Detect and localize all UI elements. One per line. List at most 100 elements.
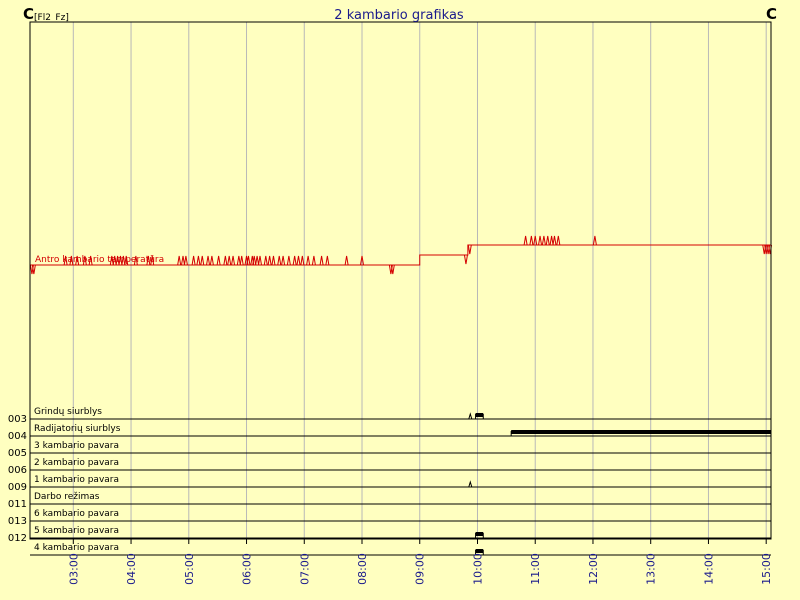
x-tick-label-1200: 12:00 bbox=[587, 553, 600, 585]
x-axis: 03:00 04:00 05:00 06:00 07:00 08:00 09:00 10:00… bbox=[67, 539, 773, 585]
digital-channel-code: 009 bbox=[8, 482, 27, 493]
temperature-spike bbox=[133, 255, 138, 266]
temperature-spike bbox=[209, 255, 214, 266]
digital-channel-code: 004 bbox=[8, 431, 27, 442]
temperature-spike bbox=[150, 255, 155, 266]
plot-frame bbox=[29, 21, 772, 540]
x-tick-label-1300: 13:00 bbox=[645, 553, 658, 585]
temperature-spike bbox=[549, 235, 554, 246]
analog-series: Antro kambario temperatūra bbox=[29, 235, 773, 275]
temperature-spike bbox=[252, 255, 257, 266]
temperature-spike bbox=[88, 255, 93, 266]
digital-channel-code: 006 bbox=[8, 465, 27, 476]
digital-channel-name: 2 kambario pavara bbox=[34, 458, 119, 468]
temperature-spike bbox=[311, 255, 316, 266]
series-label-temperature: Antro kambario temperatūra bbox=[35, 255, 164, 265]
x-tick-label-1500: 15:00 bbox=[760, 553, 773, 585]
temperature-dip bbox=[390, 264, 395, 275]
series-temperature: Antro kambario temperatūra bbox=[29, 235, 773, 275]
digital-channel-code: 003 bbox=[8, 414, 27, 425]
x-tick-label-0700: 07:00 bbox=[298, 553, 311, 585]
temperature-dip bbox=[467, 244, 472, 255]
digital-on-interval bbox=[511, 430, 771, 434]
temperature-spike bbox=[115, 255, 120, 266]
digital-channel-012: 5 kambario pavara 012 bbox=[8, 526, 771, 544]
temperature-spike bbox=[545, 235, 550, 246]
temperature-line bbox=[30, 244, 771, 266]
digital-channel-unlabeled: 4 kambario pavara bbox=[30, 543, 771, 556]
temperature-spike bbox=[271, 255, 276, 266]
temperature-spike bbox=[538, 235, 543, 246]
temperature-spike bbox=[286, 255, 291, 266]
temperature-spike bbox=[124, 255, 129, 266]
x-tick-label-1000: 10:00 bbox=[471, 553, 484, 585]
temperature-spike bbox=[227, 255, 232, 266]
x-tick-label-1400: 14:00 bbox=[702, 553, 715, 585]
temperature-spike bbox=[552, 235, 557, 246]
digital-pulse bbox=[468, 480, 473, 488]
digital-channel-name: 4 kambario pavara bbox=[34, 543, 119, 553]
digital-on-interval bbox=[475, 549, 484, 553]
temperature-dip bbox=[463, 254, 468, 265]
temperature-spike bbox=[216, 255, 221, 266]
digital-channel-code: 005 bbox=[8, 448, 27, 459]
x-tick-label-0300: 03:00 bbox=[67, 553, 80, 585]
digital-on-interval bbox=[475, 532, 484, 536]
plot-area bbox=[30, 22, 771, 539]
x-tick-label-0800: 08:00 bbox=[356, 553, 369, 585]
temperature-spike bbox=[523, 235, 528, 246]
temperature-spike bbox=[109, 255, 114, 266]
digital-channel-name: 6 kambario pavara bbox=[34, 509, 119, 519]
temperature-spike bbox=[325, 255, 330, 266]
temperature-spike bbox=[82, 255, 87, 266]
x-tick-label-0400: 04:00 bbox=[125, 553, 138, 585]
temperature-spike bbox=[112, 255, 117, 266]
left-axis-unit: C bbox=[23, 5, 34, 23]
temperature-spike bbox=[541, 235, 546, 246]
x-tick-label-1100: 11:00 bbox=[529, 553, 542, 585]
right-axis-unit: C bbox=[766, 5, 777, 23]
temperature-spike bbox=[319, 255, 324, 266]
temperature-spike bbox=[277, 255, 282, 266]
digital-on-interval bbox=[475, 413, 484, 417]
x-tick-label-0600: 06:00 bbox=[241, 553, 254, 585]
digital-pulse bbox=[468, 412, 473, 420]
digital-channel-name: 3 kambario pavara bbox=[34, 441, 119, 451]
digital-channel-006: 2 kambario pavara 006 bbox=[8, 458, 771, 476]
temperature-spike bbox=[529, 235, 534, 246]
temperature-spike bbox=[177, 255, 182, 266]
digital-channel-name: Darbo režimas bbox=[34, 492, 100, 502]
temperature-spike bbox=[118, 255, 123, 266]
temperature-spike bbox=[146, 255, 151, 266]
digital-channel-code: 011 bbox=[8, 499, 27, 510]
temperature-spike bbox=[183, 255, 188, 266]
temperature-spike bbox=[267, 255, 272, 266]
temperature-spike bbox=[223, 255, 228, 266]
digital-channel-003: Grindų siurblys 003 bbox=[8, 407, 771, 425]
temperature-spike bbox=[206, 255, 211, 266]
x-tick-label-0900: 09:00 bbox=[414, 553, 427, 585]
temperature-spike bbox=[300, 255, 305, 266]
chart-title: 2 kambario grafikas bbox=[334, 8, 464, 23]
temperature-spike bbox=[533, 235, 538, 246]
temperature-spike bbox=[360, 255, 364, 266]
temperature-spike bbox=[181, 255, 186, 266]
digital-channel-code: 013 bbox=[8, 516, 27, 527]
left-axis-unit-source: [Fl2_Fz] bbox=[34, 13, 69, 23]
temperature-spike bbox=[236, 255, 241, 266]
digital-channel-005: 3 kambario pavara 005 bbox=[8, 441, 771, 459]
temperature-spike bbox=[592, 235, 597, 246]
temperature-spike bbox=[263, 255, 268, 266]
temperature-spike bbox=[239, 255, 244, 266]
temperature-spike bbox=[296, 255, 301, 266]
temperature-spike bbox=[255, 255, 260, 266]
temperature-spike bbox=[281, 255, 286, 266]
digital-channel-011: Darbo režimas 011 bbox=[8, 492, 771, 510]
temperature-spike bbox=[75, 255, 80, 266]
digital-channel-013: 6 kambario pavara 013 bbox=[8, 509, 771, 527]
digital-channel-name: 1 kambario pavara bbox=[34, 475, 119, 485]
digital-channel-name: 5 kambario pavara bbox=[34, 526, 119, 536]
temperature-spike bbox=[258, 255, 262, 266]
